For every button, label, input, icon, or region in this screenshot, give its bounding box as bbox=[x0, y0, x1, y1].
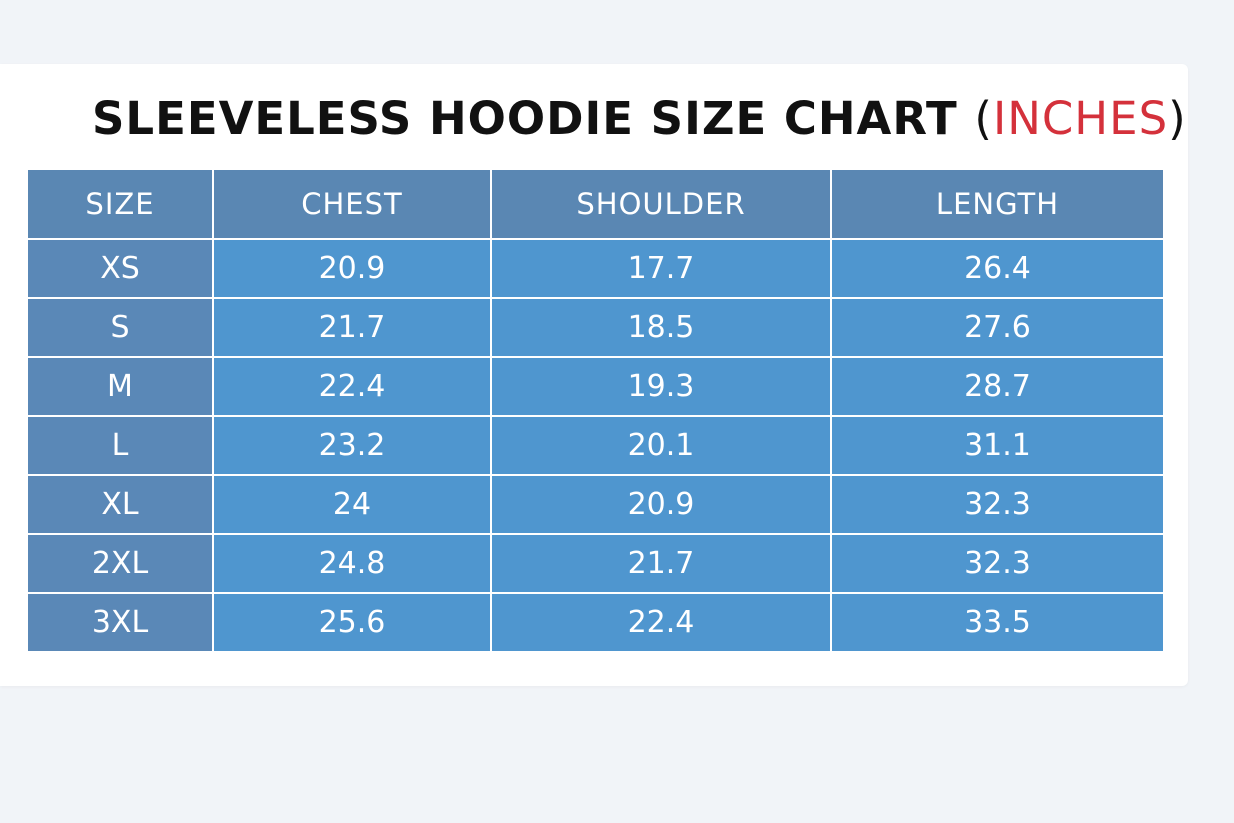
size-cell: XS bbox=[28, 238, 214, 299]
header-length: LENGTH bbox=[830, 170, 1163, 240]
size-cell: L bbox=[28, 415, 214, 476]
chart-title-main: SLEEVELESS HOODIE SIZE CHART bbox=[92, 92, 958, 145]
chest-cell: 23.2 bbox=[212, 415, 492, 476]
length-cell: 28.7 bbox=[830, 356, 1163, 417]
size-cell: M bbox=[28, 356, 214, 417]
size-cell: 3XL bbox=[28, 592, 214, 651]
size-cell: XL bbox=[28, 474, 214, 535]
header-chest: CHEST bbox=[212, 170, 492, 240]
chart-title-open-paren: ( bbox=[974, 92, 993, 145]
chart-title-close-paren: ) bbox=[1168, 92, 1187, 145]
header-size: SIZE bbox=[28, 170, 214, 240]
table-row: XS 20.9 17.7 26.4 bbox=[28, 238, 1163, 299]
length-cell: 27.6 bbox=[830, 297, 1163, 358]
chart-title: SLEEVELESS HOODIE SIZE CHART (INCHES) bbox=[92, 92, 1187, 146]
shoulder-cell: 20.1 bbox=[490, 415, 832, 476]
header-shoulder: SHOULDER bbox=[490, 170, 832, 240]
shoulder-cell: 19.3 bbox=[490, 356, 832, 417]
table-row: L 23.2 20.1 31.1 bbox=[28, 415, 1163, 476]
length-cell: 32.3 bbox=[830, 533, 1163, 594]
table-row: 3XL 25.6 22.4 33.5 bbox=[28, 592, 1163, 651]
chest-cell: 24 bbox=[212, 474, 492, 535]
table-header-row: SIZE CHEST SHOULDER LENGTH bbox=[28, 170, 1163, 240]
size-cell: 2XL bbox=[28, 533, 214, 594]
table-row: S 21.7 18.5 27.6 bbox=[28, 297, 1163, 358]
size-chart-table: SIZE CHEST SHOULDER LENGTH XS 20.9 17.7 … bbox=[28, 170, 1163, 651]
chest-cell: 20.9 bbox=[212, 238, 492, 299]
size-cell: S bbox=[28, 297, 214, 358]
shoulder-cell: 22.4 bbox=[490, 592, 832, 651]
length-cell: 32.3 bbox=[830, 474, 1163, 535]
chest-cell: 22.4 bbox=[212, 356, 492, 417]
shoulder-cell: 17.7 bbox=[490, 238, 832, 299]
chest-cell: 25.6 bbox=[212, 592, 492, 651]
chart-title-unit: INCHES bbox=[992, 92, 1169, 145]
chest-cell: 21.7 bbox=[212, 297, 492, 358]
length-cell: 33.5 bbox=[830, 592, 1163, 651]
shoulder-cell: 18.5 bbox=[490, 297, 832, 358]
table-row: M 22.4 19.3 28.7 bbox=[28, 356, 1163, 417]
length-cell: 26.4 bbox=[830, 238, 1163, 299]
shoulder-cell: 21.7 bbox=[490, 533, 832, 594]
length-cell: 31.1 bbox=[830, 415, 1163, 476]
chest-cell: 24.8 bbox=[212, 533, 492, 594]
shoulder-cell: 20.9 bbox=[490, 474, 832, 535]
table-row: 2XL 24.8 21.7 32.3 bbox=[28, 533, 1163, 594]
table-row: XL 24 20.9 32.3 bbox=[28, 474, 1163, 535]
